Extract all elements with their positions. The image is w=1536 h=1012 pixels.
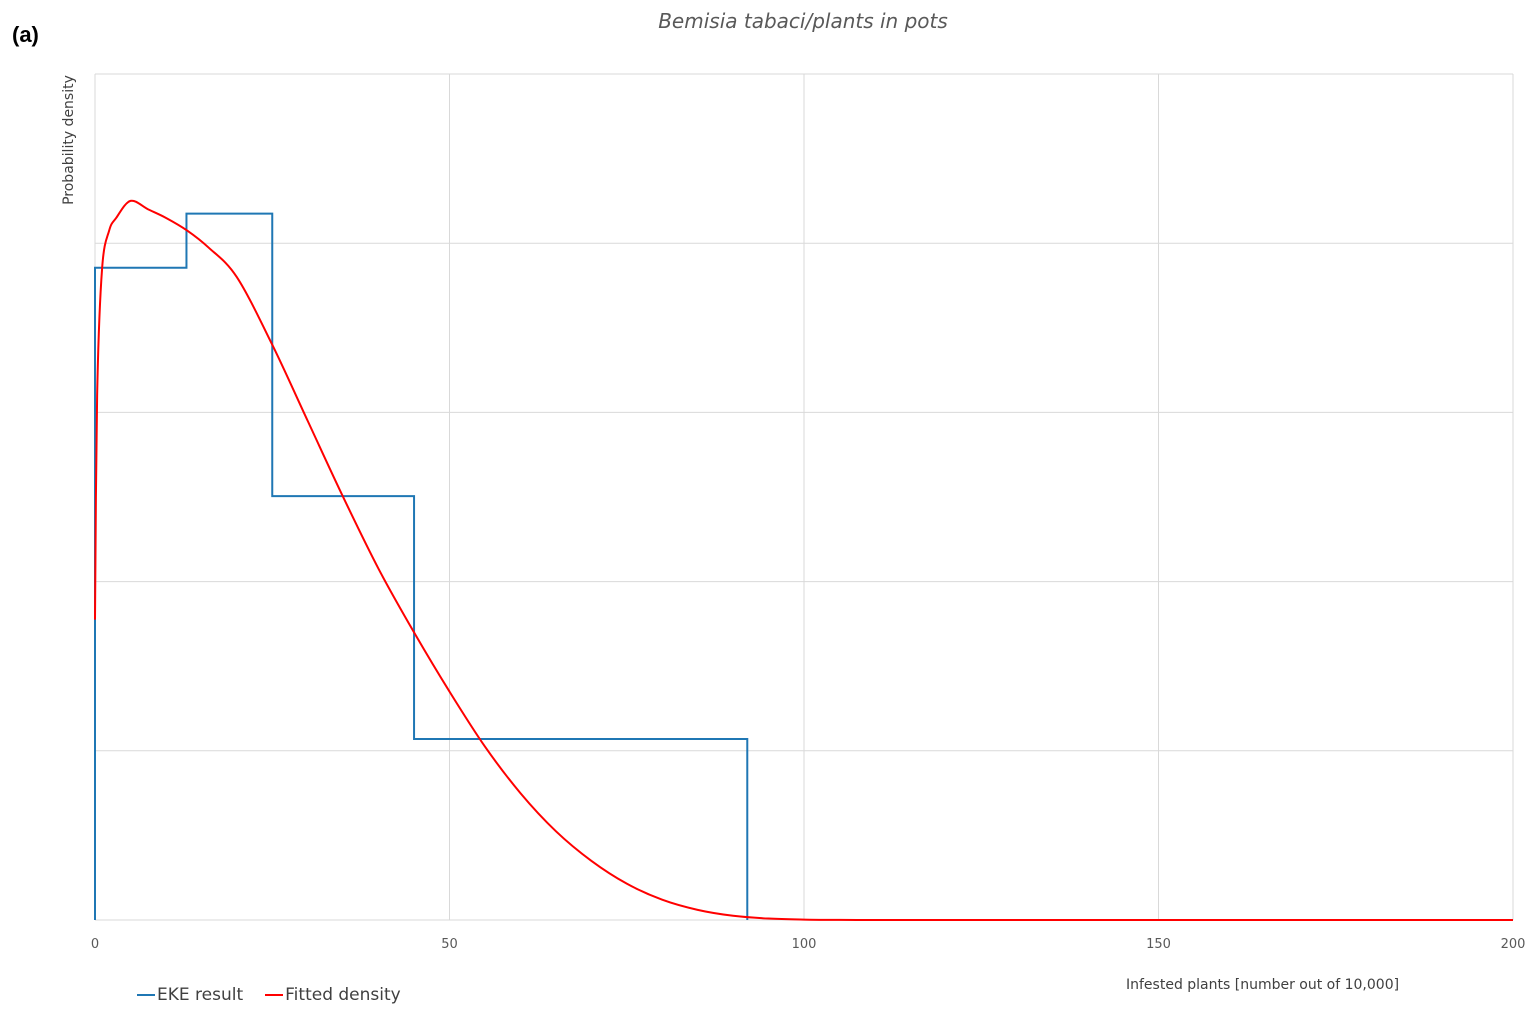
x-tick-label-0: 0 <box>91 937 99 952</box>
legend-label-eke: EKE result <box>157 985 244 1005</box>
x-axis-label: Infested plants [number out of 10,000] <box>1126 977 1400 993</box>
x-tick-labels: 0 50 100 150 200 <box>91 937 1526 952</box>
legend-item-eke: EKE result <box>137 985 243 1005</box>
legend-label-fitted: Fitted density <box>285 985 401 1005</box>
x-tick-label-4: 200 <box>1501 937 1526 952</box>
panel-label: (a) <box>12 22 39 47</box>
series-line-fitted-density <box>94 199 1513 922</box>
legend-swatch-eke <box>137 994 155 996</box>
legend-swatch-fitted <box>265 994 284 996</box>
x-tick-label-2: 100 <box>792 937 817 952</box>
x-tick-label-1: 50 <box>441 937 458 952</box>
series-layer <box>94 199 1513 922</box>
chart-title: Bemisia tabaci/plants in pots <box>658 9 948 33</box>
legend-item-fitted: Fitted density <box>265 985 401 1005</box>
x-tick-label-3: 150 <box>1146 937 1171 952</box>
series-line-eke-result <box>94 212 749 920</box>
legend: EKE result Fitted density <box>137 985 401 1005</box>
